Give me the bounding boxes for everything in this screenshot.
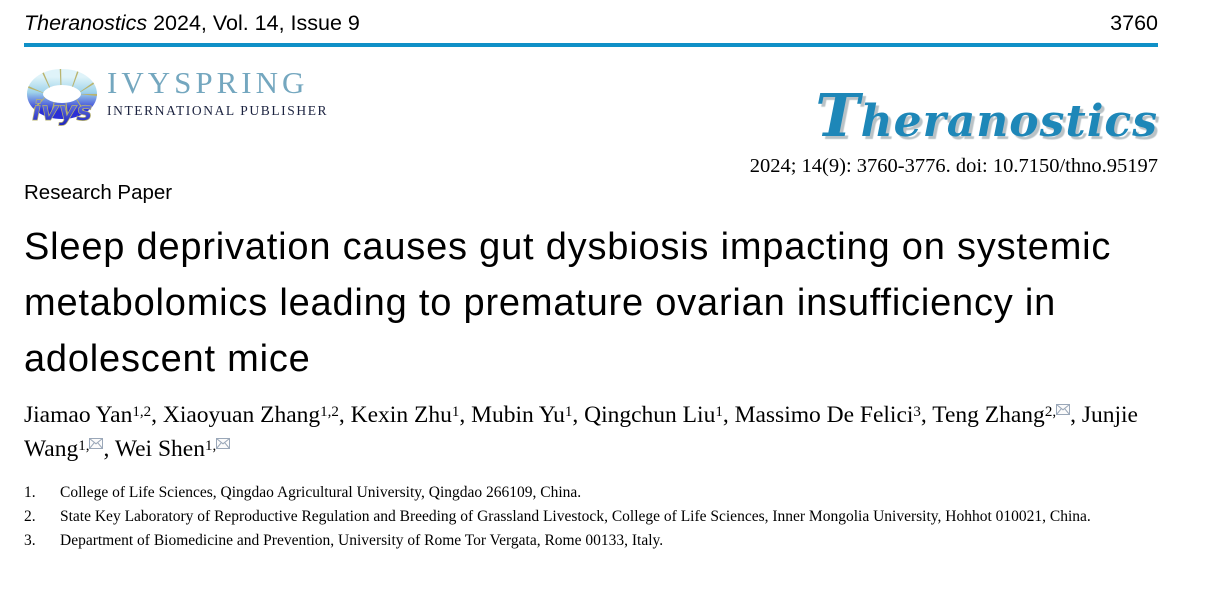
running-head-journal-ref: Theranostics 2024, Vol. 14, Issue 9 — [24, 11, 360, 36]
article-type-label: Research Paper — [24, 181, 173, 205]
author-name: Kexin Zhu — [350, 402, 452, 429]
envelope-icon[interactable] — [216, 437, 231, 449]
author-affiliation-sup-text: 2, — [1044, 403, 1057, 420]
author-affiliation-sup: 1 — [564, 403, 573, 420]
author: Junjie Wang1,, — [24, 402, 1138, 462]
author: Jiamao Yan1,2, — [24, 402, 163, 428]
journal-wordmark: Theranostics — [815, 81, 1158, 151]
affiliation-item: 3. Department of Biomedicine and Prevent… — [24, 529, 1158, 553]
author: Xiaoyuan Zhang1,2, — [163, 402, 351, 428]
author-name: Junjie Wang — [24, 402, 1138, 463]
author-separator: , — [722, 402, 735, 429]
ivyspring-ring-logo-icon: ivys — [24, 60, 100, 143]
issue-info: 2024, Vol. 14, Issue 9 — [147, 11, 360, 35]
page-number: 3760 — [1110, 11, 1158, 35]
author-affiliation-sup: 3 — [913, 403, 921, 420]
affiliation-number: 2. — [24, 508, 36, 526]
author-affiliation-sup-text: 1, — [204, 437, 217, 454]
author-separator: , — [1070, 402, 1082, 429]
publisher-text: IVYSPRING INTERNATIONAL PUBLISHER — [107, 65, 329, 119]
author: Teng Zhang2,, — [932, 402, 1082, 428]
author-list: Jiamao Yan1,2, Xiaoyuan Zhang1,2, Kexin … — [24, 398, 1158, 466]
author-name: Massimo De Felici — [734, 402, 914, 429]
envelope-icon[interactable] — [1056, 403, 1071, 415]
author-name: Teng Zhang — [932, 402, 1045, 429]
author-name: Xiaoyuan Zhang — [162, 402, 321, 429]
publisher-name: IVYSPRING — [107, 65, 309, 100]
article-title: Sleep deprivation causes gut dysbiosis i… — [24, 226, 1112, 381]
affiliation-text: College of Life Sciences, Qingdao Agricu… — [60, 484, 582, 502]
author-affiliation-sup-text: 1, — [78, 437, 90, 454]
logo-row: ivys IVYSPRING INTERNATIONAL PUBLISHER T… — [24, 60, 1158, 146]
author-separator: , — [338, 402, 351, 429]
affiliation-number: 3. — [24, 532, 36, 550]
author-affiliation-sup: 2, — [1044, 403, 1071, 420]
author: Qingchun Liu1, — [584, 402, 734, 428]
author-separator: , — [572, 402, 585, 429]
citation-line: 2024; 14(9): 3760-3776. doi: 10.7150/thn… — [749, 155, 1158, 178]
author-affiliation-sup: 1,2 — [132, 403, 152, 420]
header-rule — [24, 43, 1158, 47]
author-name: Mubin Yu — [471, 402, 565, 429]
author-separator: , — [920, 402, 933, 429]
author-affiliation-sup: 1,2 — [320, 403, 339, 420]
author: Mubin Yu1, — [471, 402, 584, 428]
author-separator: , — [151, 402, 163, 429]
author-name: Wei Shen — [114, 436, 205, 463]
affiliation-text: State Key Laboratory of Reproductive Reg… — [60, 508, 1091, 526]
author: Kexin Zhu1, — [351, 402, 471, 428]
author-affiliation-sup: 1, — [204, 437, 231, 454]
affiliation-item: 1. College of Life Sciences, Qingdao Agr… — [24, 481, 1158, 505]
author-separator: , — [459, 402, 472, 429]
affiliation-text: Department of Biomedicine and Prevention… — [60, 532, 664, 550]
running-head: Theranostics 2024, Vol. 14, Issue 9 3760 — [24, 8, 1158, 36]
affiliation-item: 2. State Key Laboratory of Reproductive … — [24, 505, 1158, 529]
author-separator: , — [103, 436, 115, 463]
author: Massimo De Felici3, — [735, 402, 933, 428]
affiliation-number: 1. — [24, 484, 36, 502]
affiliation-list: 1. College of Life Sciences, Qingdao Agr… — [24, 481, 1158, 553]
author: Wei Shen1, — [114, 436, 231, 463]
author-name: Jiamao Yan — [24, 402, 133, 429]
publisher-subtitle: INTERNATIONAL PUBLISHER — [107, 102, 329, 118]
envelope-icon[interactable] — [89, 437, 104, 449]
svg-text:ivys: ivys — [32, 96, 93, 127]
author-affiliation-sup: 1 — [715, 403, 723, 420]
paper-first-page: Theranostics 2024, Vol. 14, Issue 9 3760 — [24, 8, 1158, 553]
publisher-logo: ivys IVYSPRING INTERNATIONAL PUBLISHER — [24, 60, 328, 143]
author-affiliation-sup: 1, — [78, 437, 104, 454]
journal-name: Theranostics — [24, 11, 148, 35]
author-name: Qingchun Liu — [584, 402, 716, 429]
author-affiliation-sup: 1 — [451, 403, 460, 420]
